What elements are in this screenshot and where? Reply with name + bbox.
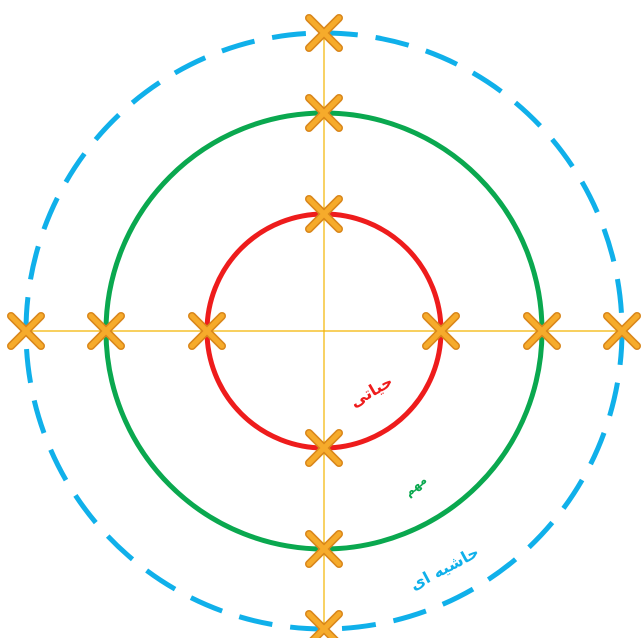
- x-cross-marker-icon: [305, 429, 343, 467]
- marginal-ring-label: حاشیه ای: [407, 542, 482, 594]
- important-ring-label: مهم: [401, 473, 429, 500]
- x-cross-marker-icon: [305, 610, 343, 638]
- x-cross-marker-icon: [188, 312, 226, 350]
- x-cross-marker-icon: [305, 14, 343, 52]
- x-cross-marker-icon: [7, 312, 45, 350]
- x-cross-marker-icon: [603, 312, 641, 350]
- critical-ring-label: حیاتی: [346, 371, 396, 411]
- x-cross-marker-icon: [305, 530, 343, 568]
- x-cross-marker-icon: [305, 94, 343, 132]
- x-cross-marker-icon: [523, 312, 561, 350]
- x-cross-marker-icon: [305, 195, 343, 233]
- x-cross-marker-icon: [87, 312, 125, 350]
- x-cross-marker-icon: [422, 312, 460, 350]
- cross-markers: [7, 14, 641, 638]
